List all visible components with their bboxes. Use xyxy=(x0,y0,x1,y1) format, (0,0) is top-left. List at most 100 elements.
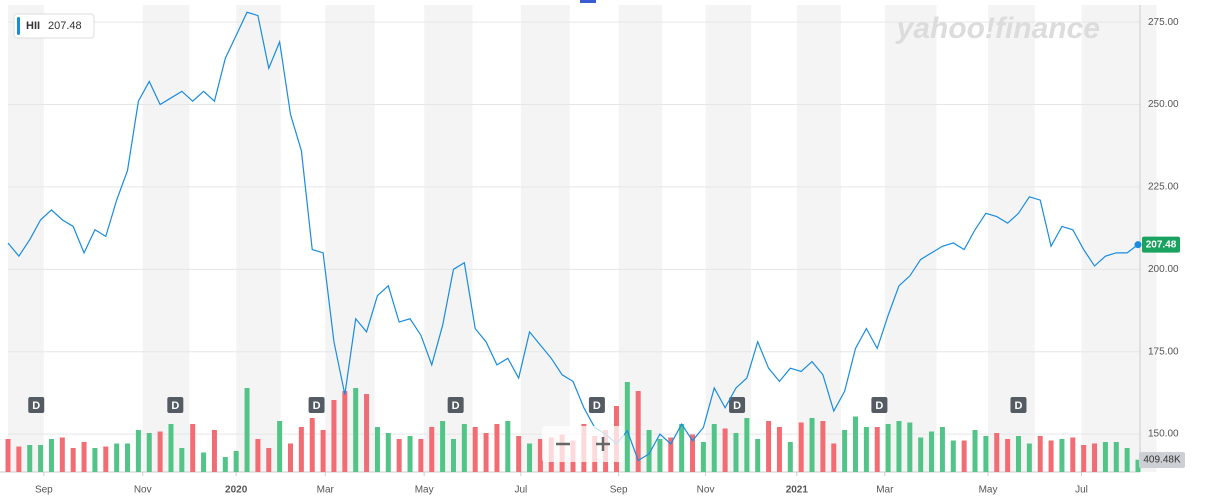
volume-bar xyxy=(1037,436,1043,472)
x-tick-label: 2020 xyxy=(225,485,248,496)
event-box xyxy=(1010,397,1027,413)
volume-bar xyxy=(70,448,76,472)
x-tick-label: Jul xyxy=(1075,485,1088,496)
x-tick-label: Nov xyxy=(134,485,152,496)
y-tick-label: 200.00 xyxy=(1148,264,1179,275)
volume-bar xyxy=(114,443,120,472)
volume-bar xyxy=(1026,443,1032,472)
volume-bar xyxy=(81,442,87,472)
volume-bar xyxy=(288,443,293,472)
event-marker[interactable]: D xyxy=(167,397,184,413)
volume-bar xyxy=(896,421,902,472)
volume-bar xyxy=(364,394,370,472)
volume-bar xyxy=(418,439,424,472)
event-marker[interactable]: D xyxy=(447,397,464,413)
month-band xyxy=(8,5,44,472)
volume-bar xyxy=(918,437,924,472)
volume-bar xyxy=(103,446,109,472)
volume-bar xyxy=(733,433,739,472)
event-box xyxy=(447,397,464,413)
event-marker[interactable]: D xyxy=(28,397,45,413)
volume-bar xyxy=(429,427,435,472)
volume-bar xyxy=(874,427,880,472)
volume-bar xyxy=(494,424,500,472)
event-label: D xyxy=(452,400,460,412)
y-tick-label: 275.00 xyxy=(1148,17,1179,28)
volume-bar xyxy=(168,424,174,472)
event-marker[interactable]: D xyxy=(729,397,746,413)
legend-swatch xyxy=(17,17,20,35)
volume-bar xyxy=(342,391,348,472)
x-tick-label: May xyxy=(415,485,434,496)
volume-bar xyxy=(1059,439,1065,472)
volume-bar xyxy=(277,421,283,472)
month-band xyxy=(520,5,570,472)
volume-bar xyxy=(255,439,261,472)
event-marker[interactable]: D xyxy=(1010,397,1027,413)
volume-bar xyxy=(929,431,935,472)
volume-bar xyxy=(668,437,674,472)
x-tick-label: Sep xyxy=(35,485,53,496)
event-marker[interactable]: D xyxy=(588,397,605,413)
volume-bar xyxy=(385,433,391,472)
volume-bar xyxy=(624,382,630,472)
volume-bar xyxy=(1048,440,1054,472)
event-box xyxy=(308,397,325,413)
event-label: D xyxy=(875,400,883,412)
volume-bar xyxy=(863,427,869,472)
volume-bar xyxy=(461,424,467,472)
volume-bar xyxy=(48,439,54,472)
drag-handle[interactable] xyxy=(580,0,596,3)
event-box xyxy=(729,397,746,413)
zoom-panel xyxy=(542,426,624,462)
volume-bar xyxy=(1005,439,1011,472)
volume-bar xyxy=(1113,442,1119,472)
volume-bar xyxy=(820,421,826,472)
volume-bar xyxy=(353,388,359,472)
event-marker[interactable]: D xyxy=(308,397,325,413)
event-box xyxy=(588,397,605,413)
volume-bar xyxy=(711,424,717,472)
volume-bar xyxy=(755,439,761,472)
volume-bar xyxy=(440,421,446,472)
volume-bar xyxy=(331,400,337,472)
last-volume-badge xyxy=(1139,452,1185,468)
volume-bar xyxy=(211,430,217,472)
volume-bar xyxy=(537,439,543,472)
month-band xyxy=(236,5,281,472)
last-point xyxy=(1134,241,1142,249)
x-tick-label: Mar xyxy=(317,485,335,496)
volume-bar xyxy=(472,427,478,472)
x-tick-label: Sep xyxy=(610,485,628,496)
event-marker[interactable]: D xyxy=(871,397,888,413)
volume-bar xyxy=(483,433,489,472)
event-label: D xyxy=(593,400,601,412)
volume-bar xyxy=(787,442,793,472)
volume-bar xyxy=(92,448,98,472)
volume-bar xyxy=(646,430,652,472)
month-band xyxy=(424,5,473,472)
y-tick-label: 150.00 xyxy=(1148,429,1179,440)
volume-bar xyxy=(994,433,1000,472)
volume-bar xyxy=(396,439,402,472)
zoom-controls[interactable] xyxy=(542,426,624,462)
volume-bar xyxy=(233,451,239,472)
y-tick-label: 225.00 xyxy=(1148,182,1179,193)
event-box xyxy=(167,397,184,413)
event-label: D xyxy=(32,400,40,412)
last-price-label: 207.48 xyxy=(1146,239,1177,250)
volume-bar xyxy=(722,428,728,472)
volume-bar xyxy=(700,442,706,472)
month-band xyxy=(796,5,841,472)
volume-bar xyxy=(407,436,413,472)
volume-bar xyxy=(5,439,11,472)
volume-bar xyxy=(744,418,750,472)
volume-bar xyxy=(450,439,456,472)
volume-bar xyxy=(1081,445,1087,472)
volume-bar xyxy=(907,422,913,472)
volume-bar xyxy=(776,427,782,472)
volume-bar xyxy=(309,418,315,472)
event-label: D xyxy=(171,400,179,412)
volume-bar xyxy=(842,430,848,472)
last-price-badge xyxy=(1142,236,1180,253)
